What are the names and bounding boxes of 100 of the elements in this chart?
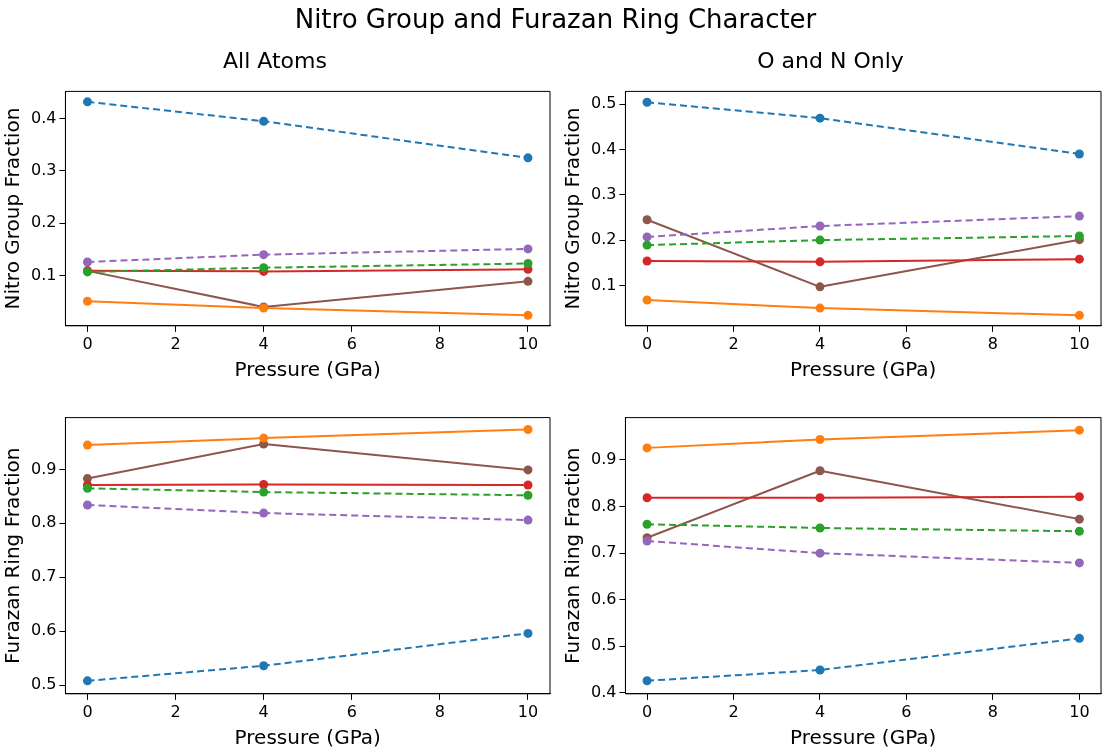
point: [1074, 633, 1084, 643]
y-tick-label: 0.2: [590, 229, 617, 249]
y-tick-label: 0.4: [590, 682, 617, 702]
x-tick-label: 2: [728, 333, 739, 353]
x-tick-label: 4: [258, 701, 269, 721]
point: [259, 250, 269, 260]
x-axis-title: Pressure (GPa): [234, 357, 381, 382]
x-tick-label: 2: [728, 701, 739, 721]
x-tick-label: 8: [987, 701, 999, 721]
y-tick-label: 0.5: [590, 635, 617, 655]
point: [642, 215, 652, 225]
point: [82, 296, 92, 306]
y-tick-label: 0.2: [30, 212, 57, 232]
point: [815, 466, 825, 476]
x-axis-title: Pressure (GPa): [790, 725, 937, 750]
x-axis-title: Pressure (GPa): [234, 725, 381, 750]
y-tick-label: 0.3: [30, 160, 57, 180]
point: [815, 434, 825, 444]
point: [815, 257, 825, 267]
text: Nitro Group and Furazan Ring Character: [293, 4, 818, 34]
chart-title: O and N Only: [757, 47, 904, 73]
point: [523, 153, 533, 163]
point: [642, 676, 652, 686]
point: [1074, 526, 1084, 536]
point: [259, 479, 269, 489]
y-tick-label: 0.8: [590, 495, 617, 515]
x-tick-label: 6: [901, 333, 912, 353]
x-tick-label: 0: [82, 701, 93, 721]
x-tick-label: 8: [987, 333, 999, 353]
point: [815, 548, 825, 558]
point: [1074, 211, 1084, 221]
point: [523, 628, 533, 638]
y-axis-title: Furazan Ring Fraction: [560, 447, 585, 664]
point: [1074, 310, 1084, 320]
x-tick-label: 0: [641, 333, 653, 353]
y-tick-label: 0.1: [30, 264, 57, 284]
y-tick-label: 0.8: [30, 512, 57, 532]
point: [642, 232, 652, 242]
point: [259, 661, 269, 671]
point: [815, 665, 825, 675]
point: [82, 500, 92, 510]
point: [82, 97, 92, 107]
point: [1074, 558, 1084, 568]
y-tick-label: 0.7: [590, 542, 617, 562]
point: [259, 508, 269, 518]
x-tick-label: 4: [258, 333, 269, 353]
x-tick-label: 10: [1069, 701, 1090, 721]
y-tick-label: 0.9: [590, 449, 617, 469]
y-axis-title: Nitro Group Fraction: [560, 107, 585, 310]
x-tick-label: 6: [346, 333, 357, 353]
point: [523, 424, 533, 434]
x-tick-label: 2: [170, 701, 181, 721]
x-axis-title: Pressure (GPa): [790, 357, 937, 382]
x-tick-label: 10: [517, 701, 539, 721]
x-tick-label: 8: [434, 333, 445, 353]
y-tick-label: 0.6: [590, 588, 617, 608]
point: [1074, 231, 1084, 241]
point: [523, 465, 533, 475]
point: [82, 676, 92, 686]
x-tick-label: 4: [814, 333, 826, 353]
point: [815, 235, 825, 245]
point: [523, 276, 533, 286]
x-tick-label: 2: [170, 333, 181, 353]
point: [523, 490, 533, 500]
point: [815, 493, 825, 503]
point: [259, 116, 269, 126]
x-tick-label: 0: [82, 333, 93, 353]
point: [82, 257, 92, 267]
x-tick-label: 10: [517, 333, 539, 353]
point: [815, 303, 825, 313]
point: [1074, 492, 1084, 502]
y-tick-label: 0.1: [590, 274, 617, 294]
y-tick-label: 0.7: [30, 566, 57, 586]
point: [523, 480, 533, 490]
point: [642, 256, 652, 266]
point: [523, 310, 533, 320]
x-tick-label: 6: [901, 701, 912, 721]
x-tick-label: 10: [1069, 333, 1090, 353]
y-axis-title: Furazan Ring Fraction: [0, 447, 25, 664]
point: [642, 97, 652, 107]
y-axis-title: Nitro Group Fraction: [0, 107, 25, 310]
point: [642, 295, 652, 305]
y-tick-label: 0.4: [590, 138, 617, 158]
point: [815, 523, 825, 533]
y-tick-label: 0.5: [590, 93, 617, 113]
y-tick-label: 0.3: [590, 183, 617, 203]
point: [1074, 425, 1084, 435]
point: [1074, 149, 1084, 159]
point: [259, 487, 269, 497]
y-tick-label: 0.4: [30, 107, 57, 127]
point: [1074, 514, 1084, 524]
point: [1074, 254, 1084, 264]
chart-title: All Atoms: [223, 47, 327, 73]
y-tick-label: 0.5: [30, 674, 57, 694]
x-tick-label: 6: [346, 701, 357, 721]
point: [642, 493, 652, 503]
point: [523, 259, 533, 269]
point: [642, 443, 652, 453]
point: [642, 519, 652, 529]
point: [523, 244, 533, 254]
